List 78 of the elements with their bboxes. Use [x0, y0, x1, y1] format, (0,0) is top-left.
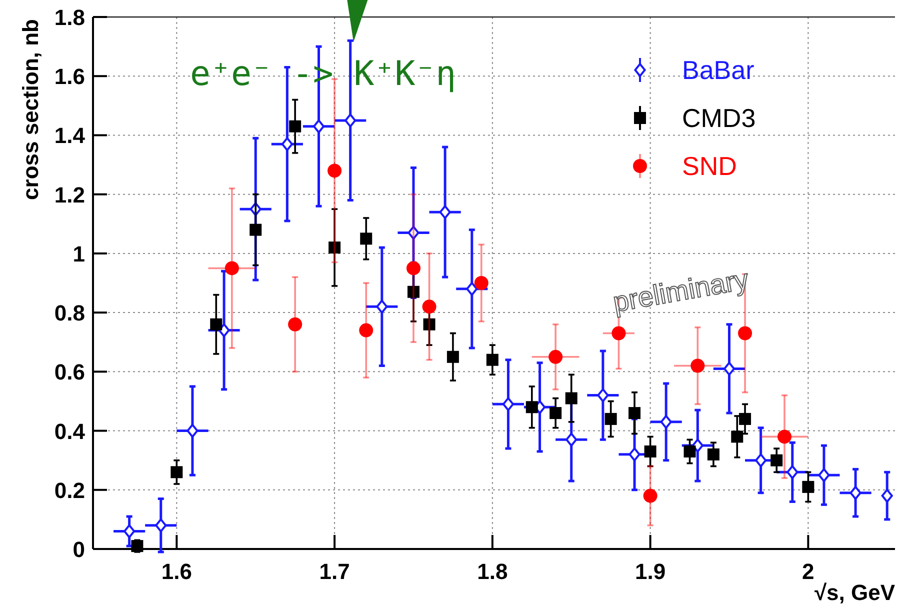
point [422, 300, 436, 314]
point [786, 465, 798, 480]
point [446, 350, 459, 363]
y-tick-label: 0.4 [54, 418, 86, 444]
point [170, 466, 183, 478]
point [881, 488, 893, 503]
point [628, 447, 640, 462]
point [565, 392, 578, 404]
y-tick-label: 0.6 [54, 360, 85, 385]
point [644, 445, 656, 458]
x-tick-label: 1.7 [319, 559, 350, 584]
y-tick-label: 1 [72, 241, 85, 266]
point [731, 430, 744, 443]
point [474, 276, 488, 290]
point [604, 412, 617, 425]
point [407, 286, 420, 298]
point [124, 524, 136, 538]
point [739, 412, 752, 425]
x-tick-label: 1.9 [635, 559, 666, 584]
point [328, 164, 342, 178]
y-tick-label: 0.2 [54, 478, 85, 503]
point [186, 424, 198, 438]
point [423, 318, 436, 330]
point [486, 354, 498, 366]
point [155, 518, 167, 532]
y-tick-label: 1.6 [54, 64, 85, 90]
point [218, 323, 230, 338]
point [707, 448, 720, 460]
point [802, 480, 814, 493]
y-tick-label: 1.4 [54, 123, 86, 148]
point [250, 224, 262, 236]
point [548, 350, 563, 364]
point [643, 488, 658, 503]
point [684, 445, 696, 458]
point [770, 454, 783, 466]
y-tick-label: 0.8 [54, 300, 85, 326]
y-tick-label: 0 [72, 537, 85, 562]
point [376, 300, 388, 314]
point [660, 414, 672, 429]
annotation: preliminary [610, 264, 751, 318]
point [690, 358, 705, 373]
x-axis-title: √s, GeV [814, 580, 896, 605]
point [612, 326, 626, 340]
point [210, 318, 222, 330]
point [224, 261, 239, 276]
y-axis-title: cross section, nb [18, 19, 43, 200]
point [344, 113, 356, 128]
legend-label: BaBar [682, 55, 755, 85]
point [738, 326, 752, 340]
legend-label: CMD3 [682, 103, 756, 133]
legend-label: SND [682, 151, 737, 181]
point [312, 119, 325, 134]
point [328, 242, 341, 254]
point [566, 432, 578, 447]
point [408, 226, 420, 240]
point [288, 317, 302, 332]
point [755, 453, 767, 468]
point [818, 468, 830, 482]
y-tick-label: 1.8 [54, 5, 85, 30]
point [628, 407, 641, 420]
x-tick-label: 1.6 [161, 559, 192, 584]
point [526, 401, 538, 414]
point [281, 137, 293, 152]
point [289, 120, 302, 132]
point [550, 407, 562, 420]
x-tick-label: 2 [802, 559, 814, 584]
point [439, 205, 451, 220]
point [777, 430, 792, 444]
point [850, 486, 862, 500]
point [466, 282, 478, 296]
point [359, 323, 374, 338]
point [597, 388, 609, 402]
x-tick-label: 1.8 [477, 559, 508, 584]
point [502, 397, 514, 412]
point [360, 232, 372, 245]
point [723, 362, 736, 376]
point [406, 261, 420, 276]
y-tick-label: 1.2 [54, 182, 85, 208]
